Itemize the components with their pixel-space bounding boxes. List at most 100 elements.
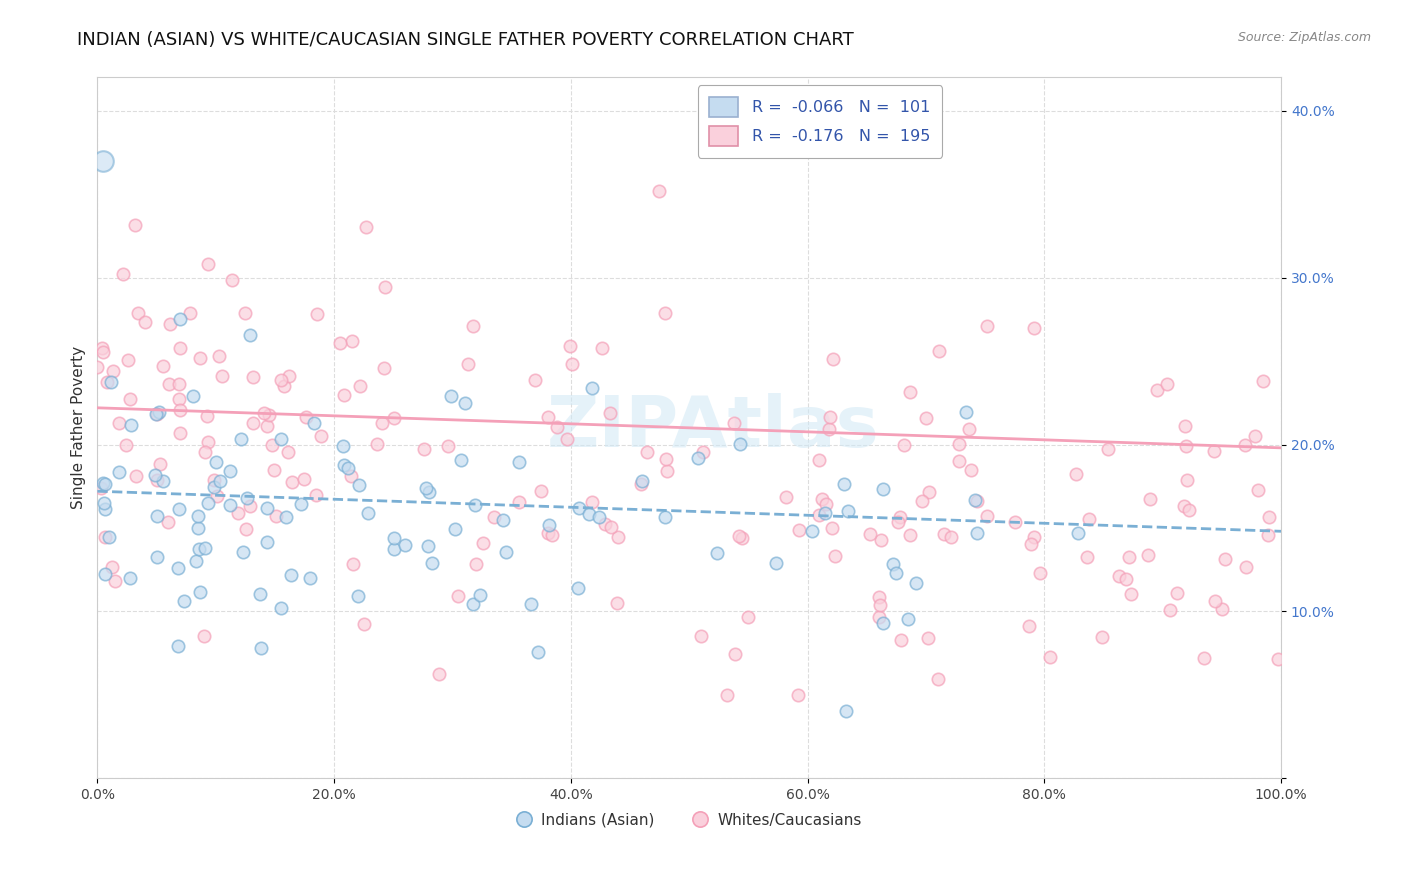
- Point: [100, 375, 122, 389]
- Point: [232, 545, 254, 559]
- Point: [146, 509, 169, 524]
- Point: [336, 461, 359, 475]
- Point: [1039, 650, 1062, 665]
- Point: [195, 409, 218, 423]
- Point: [897, 612, 920, 626]
- Point: [253, 406, 276, 420]
- Point: [1064, 467, 1087, 482]
- Point: [93, 345, 115, 359]
- Point: [1253, 375, 1275, 389]
- Point: [464, 498, 486, 512]
- Point: [1146, 383, 1168, 397]
- Point: [94, 476, 117, 491]
- Point: [273, 379, 295, 393]
- Point: [976, 508, 998, 523]
- Point: [607, 530, 630, 544]
- Point: [93, 530, 115, 544]
- Y-axis label: Single Father Poverty: Single Father Poverty: [72, 346, 86, 509]
- Point: [835, 705, 858, 719]
- Point: [101, 364, 124, 378]
- Point: [832, 476, 855, 491]
- Point: [91, 341, 114, 355]
- Point: [869, 598, 891, 612]
- Point: [93, 495, 115, 509]
- Point: [143, 467, 166, 482]
- Point: [1156, 377, 1178, 392]
- Point: [1024, 530, 1046, 544]
- Point: [242, 370, 264, 384]
- Point: [818, 422, 841, 436]
- Point: [631, 474, 654, 488]
- Point: [706, 546, 728, 560]
- Point: [568, 500, 591, 515]
- Point: [1267, 651, 1289, 665]
- Point: [416, 540, 439, 554]
- Point: [197, 434, 219, 449]
- Point: [630, 476, 652, 491]
- Point: [382, 531, 405, 545]
- Point: [148, 404, 170, 418]
- Point: [472, 536, 495, 550]
- Point: [1204, 444, 1226, 458]
- Point: [305, 307, 328, 321]
- Point: [90, 482, 112, 496]
- Point: [599, 406, 621, 420]
- Point: [508, 455, 530, 469]
- Point: [226, 506, 249, 520]
- Point: [242, 416, 264, 430]
- Point: [927, 672, 949, 686]
- Point: [814, 506, 837, 520]
- Point: [893, 438, 915, 452]
- Point: [235, 491, 257, 505]
- Point: [884, 566, 907, 580]
- Point: [197, 257, 219, 271]
- Point: [231, 432, 253, 446]
- Point: [1234, 438, 1257, 452]
- Point: [1192, 651, 1215, 665]
- Point: [339, 469, 361, 483]
- Point: [837, 504, 859, 518]
- Point: [948, 454, 970, 468]
- Point: [145, 408, 167, 422]
- Point: [107, 416, 129, 430]
- Point: [179, 305, 201, 319]
- Point: [349, 478, 371, 492]
- Point: [541, 528, 564, 542]
- Point: [447, 590, 470, 604]
- Point: [159, 317, 181, 331]
- Text: INDIAN (ASIAN) VS WHITE/CAUCASIAN SINGLE FATHER POVERTY CORRELATION CHART: INDIAN (ASIAN) VS WHITE/CAUCASIAN SINGLE…: [77, 31, 853, 49]
- Point: [443, 522, 465, 536]
- Point: [1091, 630, 1114, 644]
- Point: [872, 482, 894, 496]
- Point: [167, 561, 190, 575]
- Point: [887, 515, 910, 529]
- Point: [295, 410, 318, 425]
- Point: [202, 473, 225, 487]
- Point: [1139, 492, 1161, 507]
- Point: [169, 341, 191, 355]
- Point: [889, 510, 911, 524]
- Point: [524, 373, 547, 387]
- Point: [815, 497, 838, 511]
- Point: [169, 312, 191, 326]
- Point: [915, 411, 938, 425]
- Point: [955, 405, 977, 419]
- Point: [256, 501, 278, 516]
- Point: [581, 381, 603, 395]
- Point: [558, 339, 581, 353]
- Point: [211, 369, 233, 384]
- Point: [787, 688, 810, 702]
- Point: [728, 436, 751, 450]
- Point: [600, 520, 623, 534]
- Point: [1174, 439, 1197, 453]
- Point: [342, 557, 364, 571]
- Point: [898, 384, 921, 399]
- Point: [169, 402, 191, 417]
- Point: [898, 528, 921, 542]
- Point: [427, 666, 450, 681]
- Point: [239, 499, 262, 513]
- Point: [465, 557, 488, 571]
- Point: [689, 629, 711, 643]
- Point: [655, 452, 678, 467]
- Point: [194, 444, 217, 458]
